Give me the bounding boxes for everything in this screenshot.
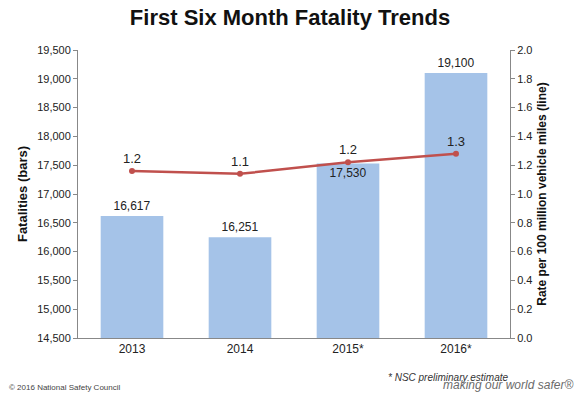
svg-text:1.6: 1.6 <box>517 101 532 113</box>
svg-text:0.4: 0.4 <box>517 274 532 286</box>
svg-text:Fatalities (bars): Fatalities (bars) <box>15 146 30 242</box>
svg-text:© 2016 National Safety Council: © 2016 National Safety Council <box>9 383 121 392</box>
svg-text:15,000: 15,000 <box>37 303 71 315</box>
svg-text:19,100: 19,100 <box>437 56 474 70</box>
svg-text:0.6: 0.6 <box>517 245 532 257</box>
svg-text:2.0: 2.0 <box>517 44 532 56</box>
svg-text:16,251: 16,251 <box>221 220 258 234</box>
svg-text:18,500: 18,500 <box>37 101 71 113</box>
svg-text:19,500: 19,500 <box>37 44 71 56</box>
svg-text:19,000: 19,000 <box>37 73 71 85</box>
svg-text:1.2: 1.2 <box>517 159 532 171</box>
svg-text:2016*: 2016* <box>440 342 472 356</box>
svg-text:15,500: 15,500 <box>37 274 71 286</box>
svg-text:17,000: 17,000 <box>37 188 71 200</box>
svg-text:17,500: 17,500 <box>37 159 71 171</box>
svg-text:First Six Month Fatality Trend: First Six Month Fatality Trends <box>130 5 450 30</box>
svg-text:0.0: 0.0 <box>517 332 532 344</box>
svg-text:* NSC preliminary estimate: * NSC preliminary estimate <box>388 372 508 383</box>
svg-text:16,617: 16,617 <box>113 199 150 213</box>
svg-text:2015*: 2015* <box>332 342 364 356</box>
svg-text:14,500: 14,500 <box>37 332 71 344</box>
svg-text:1.4: 1.4 <box>517 130 532 142</box>
svg-text:17,530: 17,530 <box>329 166 366 180</box>
svg-text:2013: 2013 <box>119 342 146 356</box>
svg-text:1.8: 1.8 <box>517 73 532 85</box>
svg-text:16,000: 16,000 <box>37 245 71 257</box>
svg-text:0.8: 0.8 <box>517 217 532 229</box>
svg-text:1.1: 1.1 <box>231 154 249 169</box>
svg-text:18,000: 18,000 <box>37 130 71 142</box>
svg-text:1.2: 1.2 <box>339 142 357 157</box>
svg-text:making our world safer®: making our world safer® <box>443 378 573 392</box>
svg-text:Rate per 100 million vehicle m: Rate per 100 million vehicle miles (line… <box>535 82 549 305</box>
svg-text:1.0: 1.0 <box>517 188 532 200</box>
svg-text:0.2: 0.2 <box>517 303 532 315</box>
svg-text:2014: 2014 <box>227 342 254 356</box>
svg-text:1.3: 1.3 <box>447 134 465 149</box>
svg-text:16,500: 16,500 <box>37 217 71 229</box>
svg-text:1.2: 1.2 <box>123 151 141 166</box>
